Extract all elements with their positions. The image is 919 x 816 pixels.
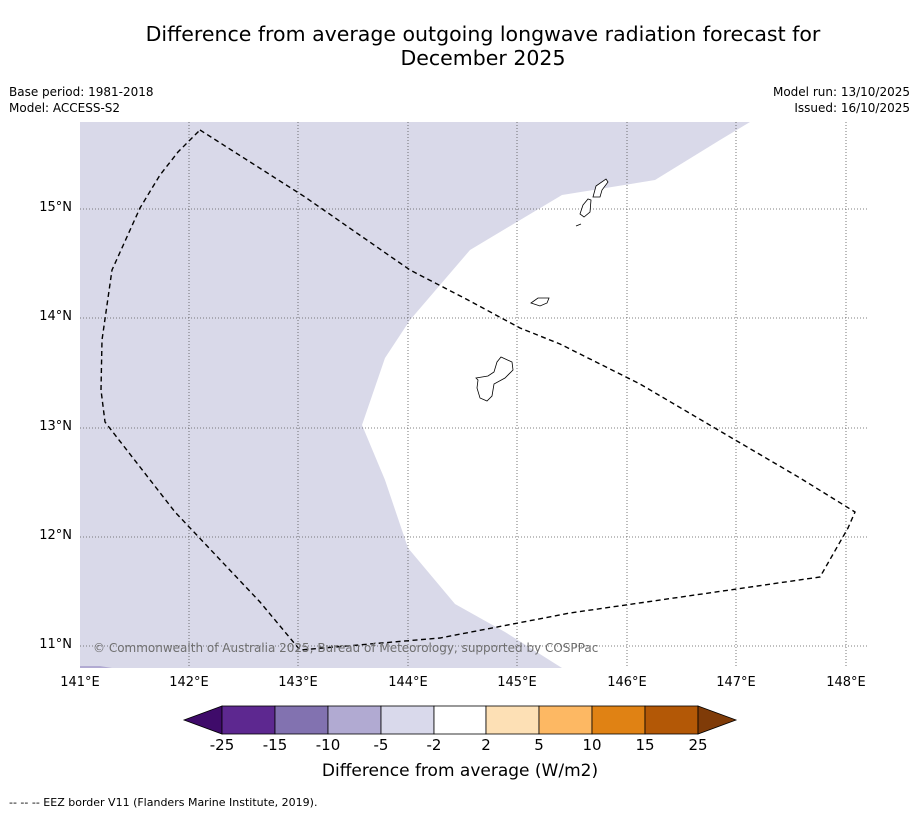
colorbar-label: 5: [534, 736, 544, 754]
colorbar-label: 2: [481, 736, 491, 754]
island-saipan: [592, 178, 609, 198]
colorbar-label: -15: [262, 736, 288, 754]
lon-tick-label: 146°E: [607, 675, 647, 690]
colorbar-segment: [485, 705, 540, 735]
title-line-1: Difference from average outgoing longwav…: [145, 22, 821, 46]
eez-border: [100, 129, 856, 651]
colorbar-label: 10: [582, 736, 602, 754]
colorbar-label: -10: [315, 736, 341, 754]
gridlines: [80, 122, 867, 668]
colorbar-max-extend: [697, 705, 738, 735]
colorbar: [182, 705, 738, 735]
colorbar-segment: [644, 705, 699, 735]
colorbar-label: 15: [635, 736, 655, 754]
lon-tick-label: 148°E: [826, 675, 866, 690]
colorbar-label: 25: [688, 736, 708, 754]
colorbar-label: -5: [373, 736, 389, 754]
colorbar-segment: [591, 705, 646, 735]
colorbar-title: Difference from average (W/m2): [321, 761, 599, 781]
model-run: Model run: 13/10/2025: [772, 85, 910, 99]
colorbar-segment: [538, 705, 593, 735]
colorbar-segment: [433, 705, 487, 735]
base-period: Base period: 1981-2018: [9, 85, 154, 99]
island-tinian: [579, 198, 592, 218]
island-aguijan: [575, 223, 582, 227]
colorbar-label: -2: [426, 736, 442, 754]
lat-tick-label: 13°N: [39, 419, 72, 434]
model-name: Model: ACCESS-S2: [9, 101, 121, 115]
eez-footnote: -- -- -- EEZ border V11 (Flanders Marine…: [9, 796, 318, 809]
colorbar-label: -25: [209, 736, 235, 754]
lon-tick-label: 141°E: [60, 675, 100, 690]
lon-tick-label: 142°E: [169, 675, 209, 690]
copyright-credit: © Commonwealth of Australia 2025, Bureau…: [93, 641, 599, 655]
meta-left: Base period: 1981-2018 Model: ACCESS-S2: [9, 84, 154, 116]
island-rota: [530, 297, 550, 307]
map-title: Difference from average outgoing longwav…: [40, 22, 919, 70]
lon-tick-label: 143°E: [278, 675, 318, 690]
island-guam: [475, 356, 514, 402]
colorbar-segment: [221, 705, 276, 735]
lat-tick-label: 11°N: [39, 637, 72, 652]
lat-tick-label: 12°N: [39, 528, 72, 543]
colorbar-segment: [327, 705, 382, 735]
colorbar-min-extend: [182, 705, 223, 735]
lon-tick-label: 144°E: [388, 675, 428, 690]
lat-tick-label: 15°N: [39, 200, 72, 215]
colorbar-segment: [380, 705, 435, 735]
lon-tick-label: 145°E: [497, 675, 537, 690]
strong-anomaly-patch: [80, 666, 112, 668]
lon-tick-label: 147°E: [716, 675, 756, 690]
colorbar-segment: [274, 705, 329, 735]
negative-anomaly-area: [80, 122, 750, 668]
islands: [475, 178, 609, 402]
issued-date: Issued: 16/10/2025: [794, 101, 910, 115]
meta-right: Model run: 13/10/2025 Issued: 16/10/2025: [773, 84, 910, 116]
lat-tick-label: 14°N: [39, 309, 72, 324]
title-line-2: December 2025: [400, 46, 566, 70]
